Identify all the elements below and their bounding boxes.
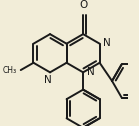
Text: O: O (79, 1, 87, 10)
Text: CH₃: CH₃ (3, 66, 17, 75)
Text: N: N (103, 38, 111, 48)
Text: N: N (44, 75, 52, 85)
Text: N: N (87, 67, 95, 77)
